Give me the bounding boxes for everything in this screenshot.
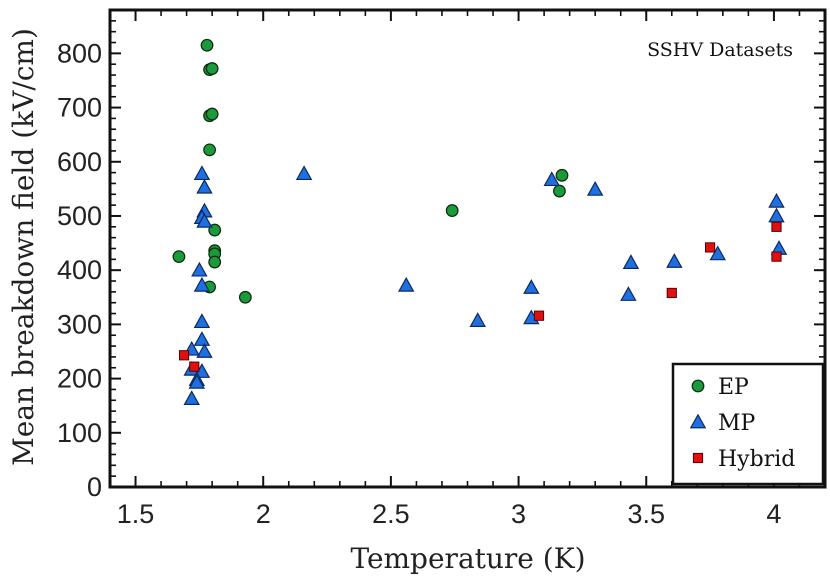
- series-mp: [183, 165, 788, 406]
- ep-point: [208, 255, 222, 269]
- y-tick-label: 500: [57, 201, 102, 231]
- ep-point: [445, 204, 459, 217]
- series-hybrid: [178, 221, 782, 372]
- x-tick-label: 3: [511, 499, 526, 529]
- mp-point: [543, 171, 560, 187]
- legend-item-ep: EP: [691, 375, 749, 400]
- legend-label: EP: [718, 375, 749, 400]
- ep-point: [205, 62, 219, 75]
- y-tick-label: 400: [57, 255, 102, 285]
- mp-point: [191, 261, 208, 277]
- ep-point: [200, 38, 214, 52]
- mp-point: [193, 276, 211, 292]
- ep-point: [172, 250, 186, 264]
- ep-point: [553, 184, 566, 198]
- y-tick-label: 800: [57, 38, 102, 68]
- ep-point: [555, 168, 569, 182]
- mp-point: [193, 313, 211, 329]
- x-tick-label: 2: [256, 499, 271, 529]
- hybrid-point: [533, 310, 545, 321]
- y-tick-label: 300: [57, 309, 102, 339]
- mp-point: [586, 180, 604, 196]
- mp-point: [469, 312, 486, 327]
- mp-point: [397, 276, 415, 292]
- hybrid-point: [178, 350, 190, 361]
- mp-point: [183, 390, 200, 406]
- y-tick-label: 0: [87, 472, 102, 502]
- y-axis-title: Mean breakdown field (kV/cm): [7, 28, 40, 466]
- mp-point: [768, 192, 785, 208]
- mp-point: [196, 178, 213, 194]
- mp-point: [193, 331, 211, 346]
- mp-point: [666, 253, 683, 268]
- legend-item-hybrid: Hybrid: [692, 447, 795, 472]
- y-tick-label: 600: [57, 147, 102, 177]
- mp-point: [709, 245, 726, 261]
- data-marks: [172, 38, 788, 406]
- legend: EP MP Hybrid: [671, 362, 825, 486]
- x-tick-label: 2.5: [372, 499, 410, 529]
- legend-item-mp: MP: [689, 411, 756, 436]
- mp-point: [622, 254, 640, 269]
- hybrid-point: [771, 221, 782, 232]
- chart-annotation: SSHV Datasets: [647, 39, 793, 61]
- hybrid-point: [704, 242, 716, 253]
- ep-point: [203, 143, 216, 157]
- y-tick-label: 200: [57, 364, 102, 394]
- x-tick-label: 3.5: [627, 499, 665, 529]
- hybrid-point: [666, 287, 677, 299]
- legend-label: Hybrid: [718, 447, 795, 472]
- x-tick-label: 1.5: [117, 499, 155, 529]
- mp-point: [295, 165, 313, 181]
- series-ep: [172, 38, 569, 304]
- legend-ep-marker: [691, 379, 705, 393]
- x-tick-label: 4: [766, 499, 781, 529]
- y-tick-label: 100: [57, 418, 102, 448]
- mp-point: [523, 279, 540, 294]
- y-tick-label: 700: [57, 93, 102, 123]
- mp-point: [193, 165, 211, 181]
- hybrid-point: [189, 361, 200, 372]
- mp-point: [768, 207, 785, 223]
- legend-mp-marker: [689, 413, 707, 429]
- legend-hybrid-marker: [692, 452, 704, 464]
- hybrid-point: [771, 251, 782, 262]
- legend-label: MP: [718, 411, 756, 436]
- ep-point: [238, 290, 252, 304]
- mp-point: [620, 286, 637, 301]
- tick-labels: 1.5 2 2.5 3 3.5 4 0 100 200 300 400 500 600 700 800: [57, 38, 782, 529]
- x-axis-title: Temperature (K): [350, 542, 585, 575]
- ep-point: [205, 107, 219, 121]
- mp-point: [196, 343, 213, 358]
- mp-point: [196, 212, 213, 228]
- mp-point: [188, 373, 206, 389]
